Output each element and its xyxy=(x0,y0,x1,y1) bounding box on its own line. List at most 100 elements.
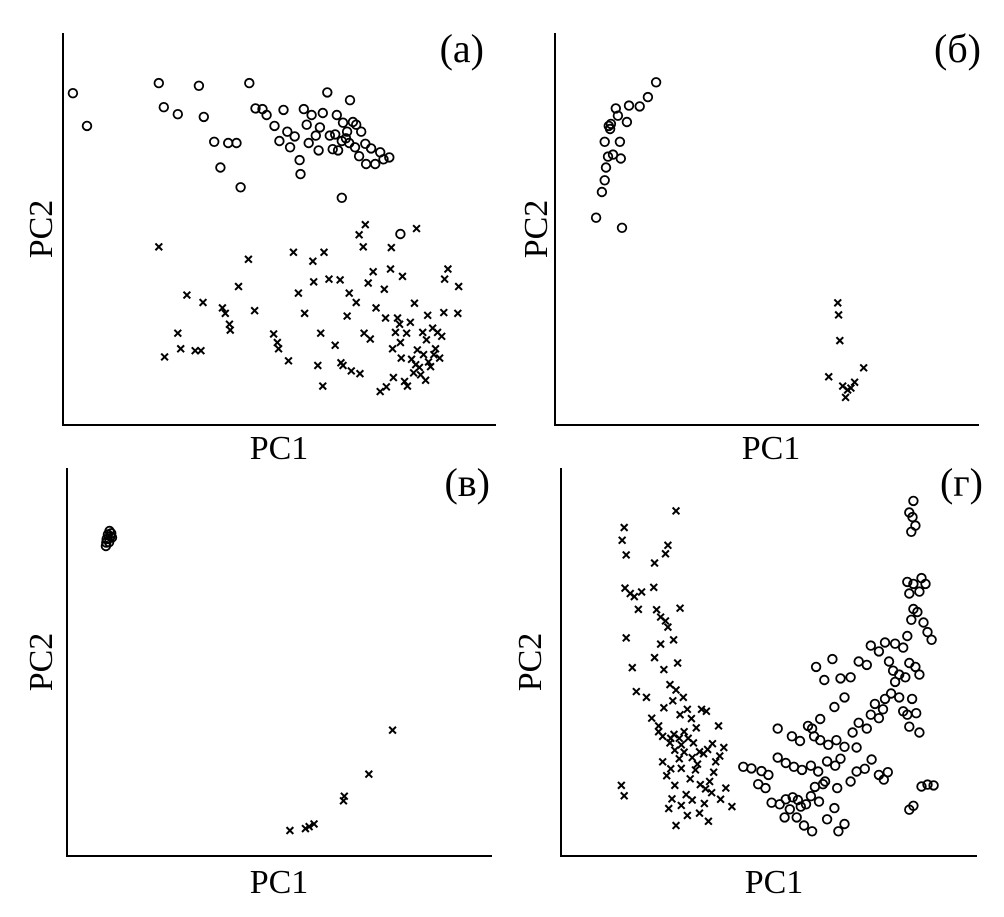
cross-point xyxy=(666,734,675,743)
cross-point xyxy=(388,726,397,735)
circle-point xyxy=(829,701,840,713)
cross-point xyxy=(352,298,361,307)
circle-point xyxy=(889,638,901,649)
cross-point xyxy=(308,257,317,266)
cross-point xyxy=(396,338,405,347)
circle-point xyxy=(859,763,871,775)
cross-point xyxy=(659,665,668,674)
cross-point xyxy=(412,224,421,233)
circle-point xyxy=(235,182,246,193)
circle-point xyxy=(278,104,289,116)
circle-point xyxy=(327,143,338,155)
cross-point xyxy=(673,658,682,668)
cross-point xyxy=(419,350,428,359)
circle-point xyxy=(344,94,356,106)
cross-point xyxy=(413,345,422,355)
circle-point xyxy=(779,812,790,823)
cross-point xyxy=(688,795,697,805)
cross-point xyxy=(647,714,656,723)
circle-point xyxy=(879,637,891,648)
circle-point xyxy=(916,781,927,792)
cross-point xyxy=(269,329,278,339)
circle-point xyxy=(351,119,362,130)
circle-point xyxy=(861,659,873,671)
cross-point xyxy=(704,817,713,826)
cross-point xyxy=(677,801,686,810)
circle-point xyxy=(284,142,296,153)
cross-point xyxy=(154,242,163,251)
cross-point xyxy=(705,777,714,786)
cross-point xyxy=(677,740,686,749)
circle-point xyxy=(274,135,285,147)
circle-point xyxy=(378,154,389,165)
cross-point xyxy=(691,765,700,775)
circle-point xyxy=(353,150,365,162)
cross-point xyxy=(366,334,375,344)
circle-point xyxy=(821,756,833,767)
cross-point xyxy=(160,352,169,362)
cross-point xyxy=(313,361,322,370)
cross-point xyxy=(701,784,710,793)
circle-point xyxy=(835,673,846,684)
circle-point xyxy=(914,669,925,680)
cross-point xyxy=(421,376,430,385)
circle-point xyxy=(894,669,905,680)
cross-point xyxy=(654,721,663,731)
cross-point xyxy=(667,794,677,803)
circle-point xyxy=(615,153,627,164)
circle-point xyxy=(902,576,913,588)
circle-point xyxy=(794,735,806,747)
cross-point xyxy=(440,275,449,284)
cross-point xyxy=(669,635,678,644)
cross-point xyxy=(661,616,670,626)
cross-point xyxy=(680,727,689,736)
cross-point xyxy=(429,350,438,359)
circle-point xyxy=(596,186,608,198)
cross-point xyxy=(309,819,319,829)
circle-point xyxy=(922,626,933,638)
cross-point xyxy=(670,746,679,755)
panel-b: (б) PC1 PC2 xyxy=(518,26,981,467)
circle-point xyxy=(324,130,336,141)
cross-point xyxy=(693,760,702,769)
cross-point xyxy=(398,272,407,281)
cross-point xyxy=(671,685,681,695)
circle-point xyxy=(832,782,843,794)
cross-point xyxy=(680,748,689,757)
circle-point xyxy=(370,158,381,170)
cross-point xyxy=(361,220,370,229)
circle-point xyxy=(331,109,343,121)
circle-point xyxy=(774,799,785,810)
circle-point xyxy=(817,779,829,790)
cross-point xyxy=(835,336,844,345)
cross-point xyxy=(376,387,385,396)
circle-point xyxy=(918,617,929,628)
cross-point xyxy=(415,363,424,372)
circle-point xyxy=(839,741,850,753)
circle-point xyxy=(882,767,894,778)
circle-point xyxy=(198,111,210,123)
circle-point xyxy=(847,727,858,738)
circle-point xyxy=(269,120,280,132)
circle-point xyxy=(894,692,905,703)
circle-point xyxy=(823,739,834,751)
cross-point xyxy=(620,791,629,800)
cross-point xyxy=(382,382,391,391)
circle-point xyxy=(384,152,395,163)
circle-point xyxy=(805,760,817,771)
cross-point xyxy=(402,329,411,338)
circle-point xyxy=(158,101,170,113)
circle-point xyxy=(298,103,310,115)
cross-point xyxy=(218,303,227,313)
circle-point xyxy=(902,630,913,642)
cross-point xyxy=(403,381,412,391)
cross-point xyxy=(336,275,345,285)
circle-point xyxy=(920,578,931,590)
circle-point xyxy=(833,826,844,837)
cross-point xyxy=(650,558,659,568)
cross-point xyxy=(663,541,673,550)
cross-point xyxy=(675,734,684,743)
circle-point xyxy=(106,532,118,543)
x-axis-label: PC1 xyxy=(250,864,309,901)
